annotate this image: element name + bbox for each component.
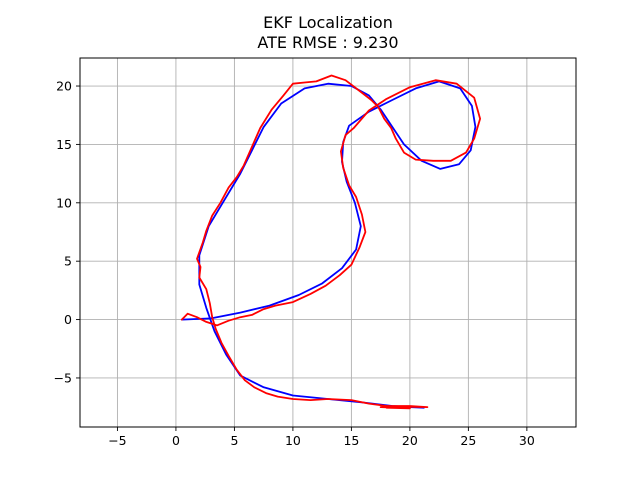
chart-title: EKF Localization [263,13,393,32]
grid [80,58,576,427]
x-tick-label: 20 [402,433,418,448]
x-tick-label: 25 [460,433,476,448]
y-tick-label: 20 [56,79,72,94]
y-tick-label: 10 [56,195,72,210]
series-group [180,74,482,410]
x-tick-label: 5 [230,433,238,448]
x-tick-label: 0 [172,433,180,448]
ekf-estimate-path [180,74,482,410]
ticks: −5 0 5 10 15 20 25 30 −5 0 5 10 15 20 [54,79,535,448]
x-tick-label: −5 [108,433,126,448]
plot-frame [79,57,577,428]
chart-subtitle: ATE RMSE : 9.230 [257,33,398,52]
y-tick-label: 15 [56,137,72,152]
y-tick-label: 0 [64,312,72,327]
x-tick-label: 10 [285,433,301,448]
y-tick-label: 5 [64,254,72,269]
x-tick-label: 30 [519,433,535,448]
ground-truth-path [180,80,477,409]
y-tick-label: −5 [54,370,72,385]
x-tick-label: 15 [343,433,359,448]
